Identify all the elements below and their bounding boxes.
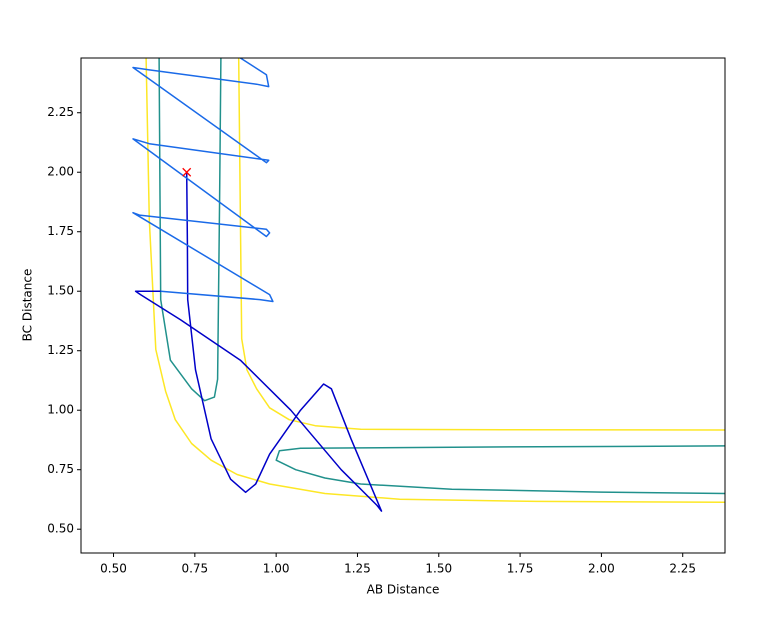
x-tick-label: 0.50 — [100, 562, 127, 576]
line — [134, 172, 383, 512]
x-axis-label: AB Distance — [367, 583, 440, 597]
axes-frame — [80, 57, 726, 554]
y-tick-label: 1.25 — [47, 343, 74, 357]
x-tick-label: 1.00 — [263, 562, 290, 576]
y-tick-label: 0.50 — [47, 522, 74, 536]
marker — [182, 167, 192, 177]
plot-area — [81, 58, 725, 553]
y-tick-label: 2.25 — [47, 105, 74, 119]
x-tick-label: 1.25 — [344, 562, 371, 576]
line — [158, 58, 725, 495]
plot-lines — [132, 58, 725, 512]
x-tick-label: 1.50 — [425, 562, 452, 576]
line — [237, 58, 725, 431]
x-tick-label: 2.25 — [669, 562, 696, 576]
y-tick-label: 1.75 — [47, 224, 74, 238]
line — [132, 58, 274, 303]
y-tick-label: 1.00 — [47, 403, 74, 417]
line — [145, 58, 725, 504]
x-tick-label: 0.75 — [181, 562, 208, 576]
x-tick-label: 2.00 — [588, 562, 615, 576]
y-tick-label: 0.75 — [47, 462, 74, 476]
x-tick-label: 1.75 — [507, 562, 534, 576]
y-tick-label: 1.50 — [47, 284, 74, 298]
y-axis-label: BC Distance — [21, 269, 35, 342]
y-tick-label: 2.00 — [47, 165, 74, 179]
